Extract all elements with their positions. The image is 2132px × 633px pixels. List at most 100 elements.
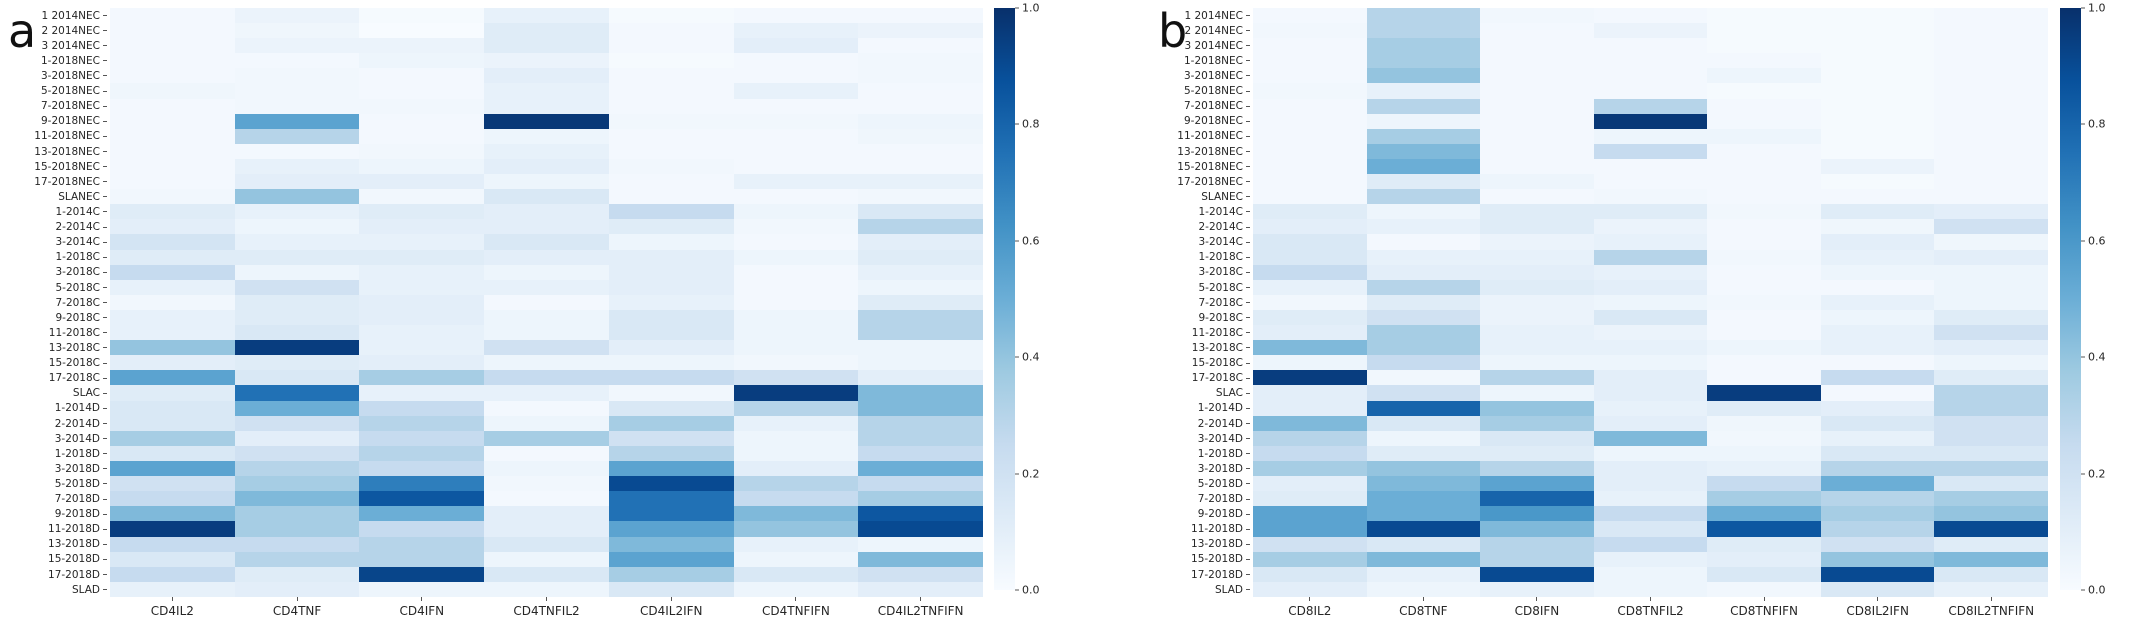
y-axis-tick — [1246, 468, 1250, 470]
heatmap-cell — [234, 581, 360, 597]
col-label-text: CD8IL2TNFIFN — [1948, 604, 2035, 618]
heatmap-cell — [1253, 325, 1367, 341]
heatmap-cell — [484, 294, 609, 310]
heatmap-cell — [1820, 461, 1935, 477]
row-label: 1-2018D — [1144, 446, 1250, 461]
heatmap-cell — [110, 461, 235, 477]
heatmap-cell — [110, 581, 235, 597]
heatmap-cell — [1820, 279, 1935, 295]
heatmap-cell — [1707, 461, 1821, 477]
heatmap-cell — [1366, 461, 1481, 477]
heatmap-cell — [858, 476, 983, 492]
heatmap-cell — [1366, 536, 1481, 552]
y-axis-tick — [103, 589, 107, 591]
heatmap-cell — [1253, 128, 1367, 144]
heatmap-cell — [359, 83, 485, 99]
y-axis-tick — [103, 362, 107, 364]
heatmap-cell — [1707, 68, 1821, 84]
row-label-text: 2-2014C — [55, 221, 100, 234]
colorbar-tick-dash — [1015, 589, 1019, 591]
heatmap-cell — [858, 340, 983, 356]
row-label: 1-2014C — [0, 204, 107, 219]
heatmap-cell — [359, 249, 485, 265]
y-axis-tick — [1246, 30, 1250, 32]
heatmap-cell — [1253, 189, 1367, 205]
colorbar-tick-label: 1.0 — [1022, 1, 1040, 15]
heatmap-cell — [1934, 68, 2048, 84]
heatmap-cell — [1480, 279, 1594, 295]
row-label: 5-2018NEC — [1144, 84, 1250, 99]
heatmap-cell — [1253, 23, 1367, 39]
heatmap-cell — [1707, 234, 1821, 250]
heatmap-cell — [733, 68, 859, 84]
heatmap-cell — [858, 83, 983, 99]
row-label-text: 11-2018D — [1191, 523, 1243, 536]
heatmap-cell — [234, 83, 360, 99]
heatmap-cell — [1366, 294, 1481, 310]
heatmap-cell — [1366, 476, 1481, 492]
heatmap-cell — [484, 461, 609, 477]
heatmap-cell — [484, 400, 609, 416]
heatmap-cell — [608, 113, 734, 129]
x-axis-tick — [1990, 597, 1992, 601]
heatmap-cell — [1593, 53, 1708, 69]
y-axis-tick — [103, 45, 107, 47]
heatmap-cell — [858, 294, 983, 310]
y-axis-tick — [103, 423, 107, 424]
row-label: SLAD — [1144, 582, 1250, 597]
y-axis-tick — [1246, 211, 1250, 213]
heatmap-cell — [234, 430, 360, 446]
heatmap-cell — [733, 174, 859, 190]
y-axis-tick — [103, 543, 107, 545]
row-label: 3-2014D — [1144, 431, 1250, 446]
heatmap-cell — [1593, 83, 1708, 99]
heatmap-cell — [110, 113, 235, 129]
heatmap-cell — [608, 461, 734, 477]
row-label: 5-2018C — [0, 280, 107, 295]
heatmap-cell — [1253, 581, 1367, 597]
heatmap-cell — [1366, 113, 1481, 129]
heatmap-cell — [733, 219, 859, 235]
heatmap-cell — [733, 566, 859, 582]
heatmap-cell — [234, 98, 360, 114]
row-label: 2-2014C — [1144, 220, 1250, 235]
row-label-text: 3-2018C — [1198, 266, 1243, 279]
heatmap-cell — [1480, 370, 1594, 386]
heatmap-cell — [1480, 174, 1594, 190]
col-label-text: CD8IL2IFN — [1846, 604, 1909, 618]
row-label: 5-2018D — [0, 476, 107, 491]
heatmap-cell — [1366, 23, 1481, 39]
heatmap-cell — [733, 8, 859, 24]
panel-b-colorbar: 1.0 0.8 0.6 0.4 0.2 0.0 — [2060, 2, 2106, 597]
row-label-text: 3-2018D — [54, 462, 100, 475]
heatmap-cell — [1253, 476, 1367, 492]
row-label-text: 9-2018C — [55, 311, 100, 324]
heatmap-cell — [359, 476, 485, 492]
heatmap-cell — [1934, 491, 2048, 507]
heatmap-cell — [1593, 264, 1708, 280]
row-label-text: 2-2014D — [1197, 417, 1243, 430]
row-label-text: 1-2018C — [1198, 251, 1243, 264]
heatmap-cell — [1480, 249, 1594, 265]
heatmap-cell — [359, 128, 485, 144]
col-label: CD8IL2TNFIFN — [1934, 597, 2048, 618]
heatmap-cell — [234, 461, 360, 477]
row-label: 1 2014NEC — [1144, 8, 1250, 23]
heatmap-cell — [733, 506, 859, 522]
panel-a-heatmap — [110, 8, 983, 597]
heatmap-cell — [1480, 415, 1594, 431]
heatmap-cell — [1366, 174, 1481, 190]
x-axis-tick — [795, 597, 797, 601]
col-label-text: CD8TNF — [1399, 604, 1448, 618]
y-axis-tick — [103, 528, 107, 530]
x-axis-tick — [1650, 597, 1652, 601]
heatmap-cell — [858, 536, 983, 552]
heatmap-cell — [484, 566, 609, 582]
y-axis-tick — [1246, 151, 1250, 153]
col-label: CD8TNFIFN — [1707, 597, 1821, 618]
heatmap-cell — [733, 264, 859, 280]
heatmap-cell — [359, 189, 485, 205]
y-axis-tick — [103, 75, 107, 77]
heatmap-cell — [484, 309, 609, 326]
